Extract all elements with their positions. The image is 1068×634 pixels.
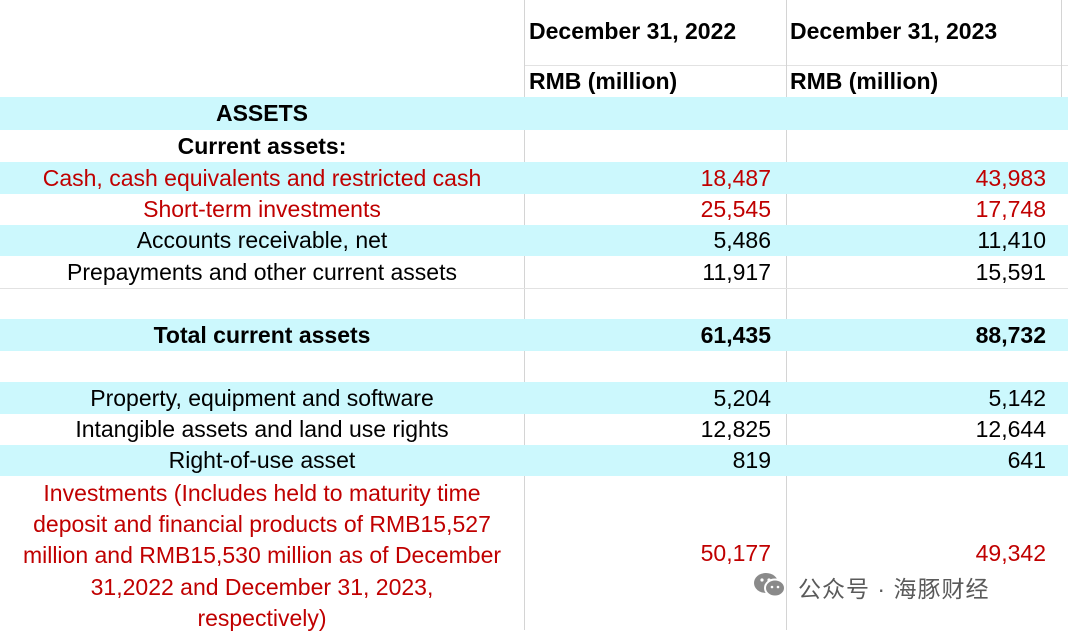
current-assets-row: Current assets: — [0, 130, 1068, 162]
value-2023: 43,983 — [975, 164, 1046, 191]
value-2022: 5,204 — [713, 384, 771, 411]
value-2023: 49,342 — [975, 539, 1046, 566]
table-row: Property, equipment and software 5,204 5… — [0, 382, 1068, 414]
row-label: Prepayments and other current assets — [67, 258, 457, 285]
section-title-assets: ASSETS — [215, 100, 309, 126]
row-label: Property, equipment and software — [90, 384, 434, 411]
investments-label-line: deposit and financial products of RMB15,… — [33, 511, 491, 538]
value-2022: 12,825 — [700, 416, 771, 442]
table-row: 50,177 49,342 — [0, 476, 1068, 630]
row-label: Cash, cash equivalents and restricted ca… — [42, 164, 482, 191]
investments-label-line: Investments (Includes held to maturity t… — [43, 480, 481, 506]
value-2023: 11,410 — [977, 227, 1046, 253]
investments-label-line: respectively) — [197, 604, 327, 631]
blank-row — [0, 288, 1068, 319]
value-2022: 25,545 — [700, 196, 771, 222]
total-row: Total current assets 61,435 88,732 — [0, 319, 1068, 351]
row-label: Intangible assets and land use rights — [75, 416, 449, 442]
table-row: Right-of-use asset 819 641 — [0, 445, 1068, 476]
blank-row — [0, 351, 1068, 382]
value-2023: 88,732 — [975, 321, 1046, 348]
value-2022: 819 — [732, 447, 771, 473]
row-label: Accounts receivable, net — [136, 227, 388, 253]
watermark-text: 公众号 · 海豚财经 — [798, 576, 990, 602]
value-2023: 641 — [1007, 447, 1046, 473]
assets-row: ASSETS — [0, 97, 1068, 130]
row-label: Right-of-use asset — [168, 447, 356, 473]
column-divider-2 — [786, 0, 787, 630]
investments-label: Investments (Includes held to maturity t… — [0, 478, 524, 634]
column-divider-1 — [524, 0, 525, 630]
value-2022: 18,487 — [700, 164, 771, 191]
wechat-icon — [752, 570, 788, 605]
value-2022: 5,486 — [713, 227, 771, 253]
value-2022: 50,177 — [700, 539, 771, 566]
row-divider — [0, 288, 1068, 289]
value-2022: 61,435 — [700, 321, 771, 348]
header-divider — [524, 65, 1068, 66]
column-divider-3 — [1061, 0, 1062, 97]
value-2023: 15,591 — [975, 258, 1046, 285]
table-row: Prepayments and other current assets 11,… — [0, 256, 1068, 288]
table-row: Short-term investments 25,545 17,748 — [0, 194, 1068, 225]
header-unit-2022: RMB (million) — [529, 68, 678, 94]
table-row: Accounts receivable, net 5,486 11,410 — [0, 225, 1068, 256]
table-row: Cash, cash equivalents and restricted ca… — [0, 162, 1068, 194]
header-unit-2023: RMB (million) — [790, 68, 939, 94]
investments-label-line: million and RMB15,530 million as of Dece… — [22, 542, 502, 569]
value-2022: 11,917 — [702, 258, 771, 285]
investments-label-line: 31,2022 and December 31, 2023, — [90, 573, 434, 600]
section-title-current-assets: Current assets: — [177, 132, 347, 159]
header-date-2022: December 31, 2022 — [529, 18, 737, 44]
row-label: Short-term investments — [143, 196, 381, 222]
row-label: Total current assets — [153, 321, 371, 348]
value-2023: 17,748 — [975, 196, 1046, 222]
value-2023: 5,142 — [988, 384, 1046, 411]
value-2023: 12,644 — [975, 416, 1046, 442]
header-date-2023: December 31, 2023 — [790, 18, 998, 44]
watermark: 公众号 · 海豚财经 — [752, 570, 989, 604]
table-row: Intangible assets and land use rights 12… — [0, 414, 1068, 445]
